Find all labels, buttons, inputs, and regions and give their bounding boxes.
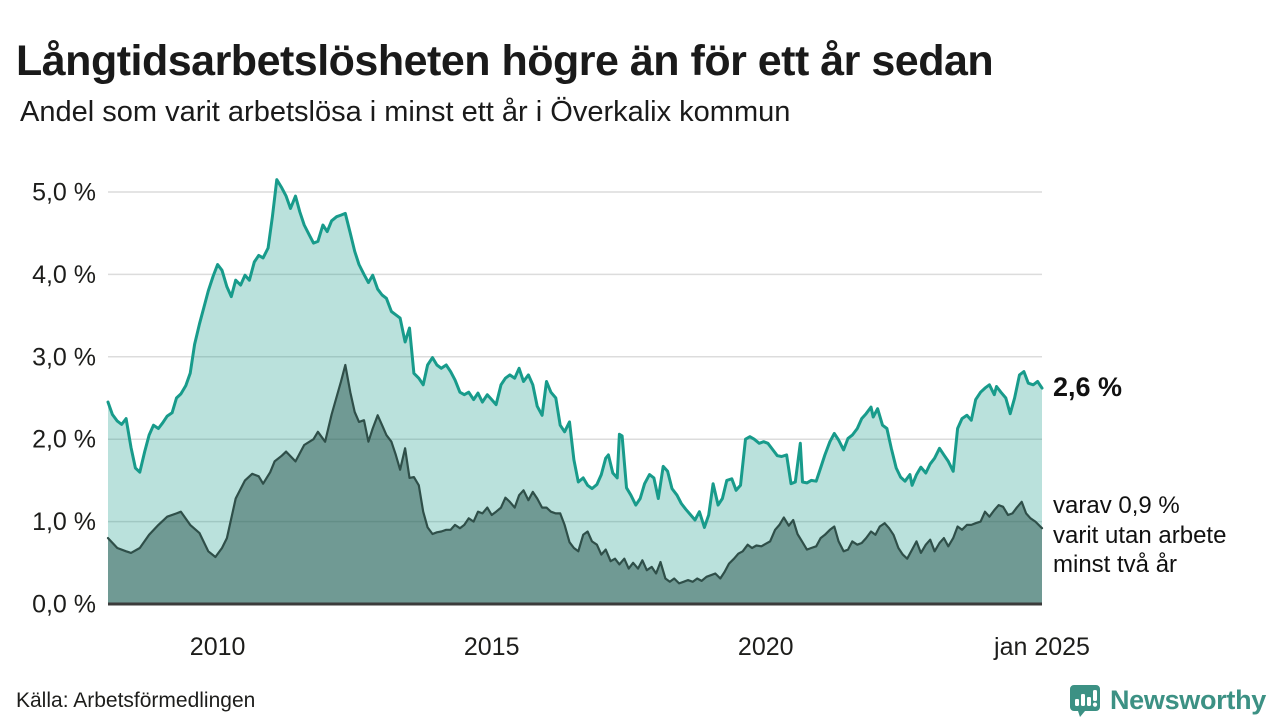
page-title: Långtidsarbetslösheten högre än för ett … (16, 36, 994, 85)
y-tick-label: 5,0 % (32, 179, 96, 207)
x-tick-label: 2015 (464, 633, 520, 661)
newsworthy-logo-icon (1069, 685, 1100, 717)
newsworthy-logo: Newsworthy (1067, 682, 1266, 718)
x-tick-label: 2010 (190, 633, 246, 661)
series2-end-annotation: varav 0,9 % varit utan arbete minst två … (1053, 491, 1226, 580)
series-line-1 (106, 178, 1044, 529)
newsworthy-logo-text: Newsworthy (1109, 684, 1266, 715)
y-tick-label: 0,0 % (32, 591, 96, 619)
annotation-line: varit utan arbete (1053, 521, 1227, 549)
y-tick-label: 3,0 % (32, 343, 96, 371)
y-tick-label: 1,0 % (32, 508, 96, 536)
chart-subtitle: Andel som varit arbetslösa i minst ett å… (20, 96, 791, 128)
source-note: Källa: Arbetsförmedlingen (16, 689, 256, 712)
series-area-2 (108, 365, 1042, 604)
y-tick-label: 4,0 % (32, 261, 96, 289)
annotation-line: minst två år (1053, 551, 1178, 578)
series-line-2 (106, 363, 1044, 585)
annotation-line: varav 0,9 % (1053, 492, 1180, 519)
y-tick-label: 2,0 % (32, 426, 96, 454)
x-tick-label: jan 2025 (993, 633, 1090, 661)
x-tick-label: 2020 (738, 633, 794, 661)
series1-end-value-label: 2,6 % (1053, 372, 1123, 402)
